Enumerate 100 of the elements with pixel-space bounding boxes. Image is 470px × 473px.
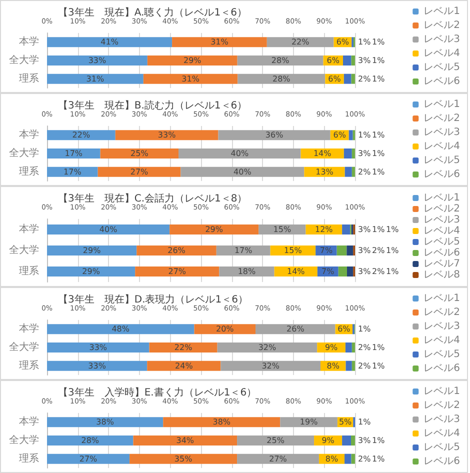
bar xyxy=(147,56,238,66)
data-label: 48% xyxy=(112,324,130,334)
bar xyxy=(344,148,352,158)
legend-label: レベル8 xyxy=(424,270,460,280)
data-label: 1% xyxy=(386,246,400,255)
data-label: 29% xyxy=(205,225,224,234)
legend-label: レベル6 xyxy=(424,456,460,467)
data-label: 31% xyxy=(86,74,104,84)
data-label: 15% xyxy=(284,246,302,255)
y-tick-label: 全大学 xyxy=(9,244,39,256)
data-label: 22% xyxy=(72,130,90,140)
data-label: 2% xyxy=(358,167,372,176)
bar xyxy=(256,324,336,334)
bar xyxy=(133,436,238,446)
data-label: 9% xyxy=(322,436,335,445)
legend-label: レベル1 xyxy=(424,386,460,397)
bar xyxy=(237,56,324,66)
data-label: 3% xyxy=(358,56,372,65)
bar xyxy=(351,56,355,66)
bar xyxy=(266,37,334,48)
bar xyxy=(280,417,338,428)
data-label: 33% xyxy=(88,56,106,65)
data-label: 2% xyxy=(358,361,372,370)
bar xyxy=(47,342,150,352)
legend-label: レベル3 xyxy=(424,414,460,425)
data-label: 3% xyxy=(358,267,372,276)
data-label: 27% xyxy=(269,454,288,464)
bar xyxy=(47,224,170,234)
data-label: 2% xyxy=(372,267,386,276)
bar xyxy=(136,246,216,256)
legend-label: レベル6 xyxy=(424,363,460,374)
y-tick-label: 本学 xyxy=(19,36,39,48)
data-label: 1% xyxy=(372,56,386,65)
data-label: 19% xyxy=(300,418,318,427)
legend-label: レベル4 xyxy=(424,141,460,152)
data-label: 28% xyxy=(271,56,290,65)
data-label: 41% xyxy=(100,38,119,47)
data-label: 5% xyxy=(338,418,352,427)
data-label: 26% xyxy=(286,324,305,334)
data-label: 12% xyxy=(315,225,334,234)
bar xyxy=(344,74,352,84)
data-label: 1% xyxy=(386,225,400,234)
data-label: 27% xyxy=(130,167,149,176)
legend-label: レベル5 xyxy=(424,155,460,166)
bar xyxy=(130,454,238,464)
bar xyxy=(147,360,221,371)
y-tick-label: 全大学 xyxy=(9,147,39,159)
legend-label: レベル2 xyxy=(424,113,460,124)
bar xyxy=(338,266,347,276)
y-tick-label: 理系 xyxy=(19,265,39,277)
data-label: 13% xyxy=(316,167,334,176)
data-label: 1% xyxy=(372,149,386,158)
data-label: 25% xyxy=(266,436,285,445)
bar xyxy=(217,342,318,352)
bar xyxy=(348,130,353,140)
bar xyxy=(352,342,355,352)
legend-label: レベル2 xyxy=(424,20,460,31)
bar xyxy=(143,74,238,84)
legend-label: レベル1 xyxy=(424,293,460,304)
data-label: 20% xyxy=(216,324,234,334)
data-label: 1% xyxy=(372,130,386,140)
bar xyxy=(115,130,218,140)
data-label: 29% xyxy=(82,246,102,255)
bar xyxy=(170,224,259,234)
bar xyxy=(218,130,330,140)
chart-title: 【3年生 入学時】E.書く力（レベル1＜6） xyxy=(58,386,257,398)
data-label: 27% xyxy=(168,267,186,276)
bar xyxy=(346,266,354,276)
data-label: 31% xyxy=(210,38,229,47)
bar xyxy=(47,130,116,140)
bar xyxy=(220,360,321,371)
bar xyxy=(180,166,304,177)
legend-label: レベル3 xyxy=(424,34,460,45)
data-label: 3% xyxy=(358,225,372,234)
bar xyxy=(47,37,172,48)
bar xyxy=(219,266,274,276)
y-tick-label: 理系 xyxy=(19,72,39,84)
y-tick-label: 理系 xyxy=(19,359,39,372)
data-label: 1% xyxy=(372,454,386,464)
legend-label: レベル2 xyxy=(424,307,460,318)
data-label: 36% xyxy=(265,130,284,140)
legend-label: レベル4 xyxy=(424,48,460,59)
legend-label: レベル5 xyxy=(424,442,460,453)
bar xyxy=(346,246,354,256)
legend-label: レベル3 xyxy=(424,127,460,138)
data-label: 8% xyxy=(325,454,338,464)
legend-label: レベル2 xyxy=(424,204,460,214)
chart-title: 【3年生 現在】D.表現力（レベル1＜6） xyxy=(58,294,248,306)
data-label: 25% xyxy=(130,149,149,158)
bar xyxy=(351,74,355,84)
data-label: 22% xyxy=(291,38,310,47)
bar xyxy=(178,148,301,158)
legend-label: レベル2 xyxy=(424,400,460,411)
data-label: 6% xyxy=(328,74,342,84)
data-label: 35% xyxy=(174,454,193,464)
data-label: 3% xyxy=(358,246,372,255)
data-label: 34% xyxy=(176,436,194,445)
bar xyxy=(100,148,179,158)
bar xyxy=(346,360,352,371)
bar xyxy=(194,324,256,334)
